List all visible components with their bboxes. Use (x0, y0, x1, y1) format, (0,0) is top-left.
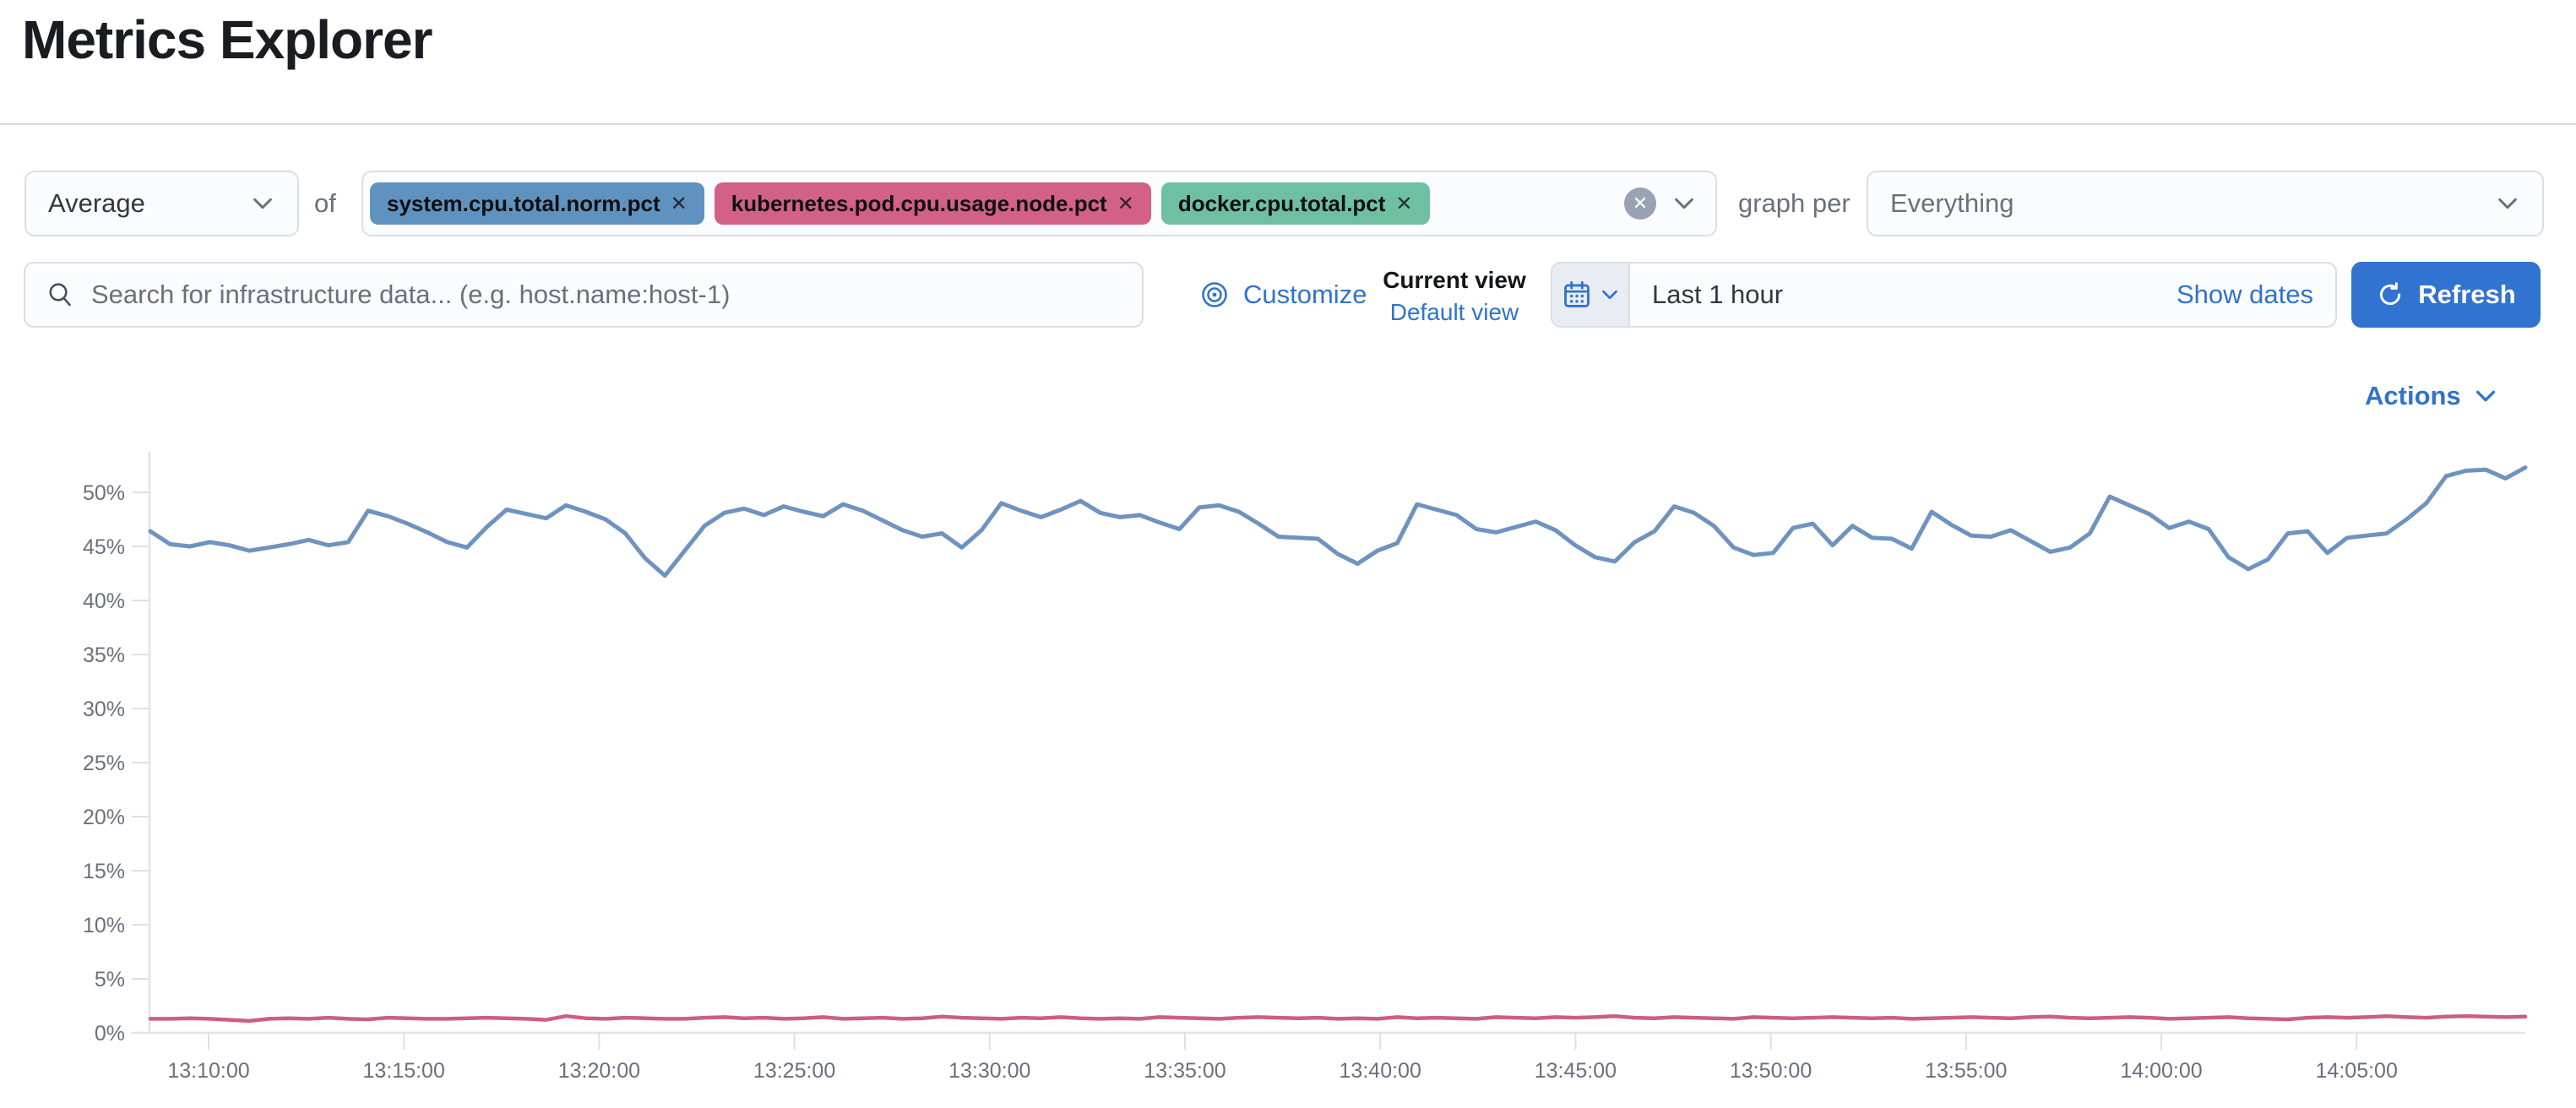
search-input[interactable] (91, 280, 1122, 310)
default-view-link[interactable]: Default view (1389, 299, 1519, 325)
remove-metric-icon[interactable]: ✕ (1395, 192, 1413, 215)
y-tick-label: 50% (83, 481, 125, 505)
header-divider (0, 123, 2576, 125)
metric-badge[interactable]: kubernetes.pod.cpu.usage.node.pct ✕ (714, 182, 1151, 225)
metric-badge-label: system.cpu.total.norm.pct (387, 190, 660, 216)
y-tick-label: 20% (83, 806, 125, 829)
of-label: of (314, 188, 336, 218)
y-tick-label: 0% (95, 1022, 125, 1046)
x-tick-label: 13:25:00 (753, 1059, 835, 1083)
metric-badge-label: kubernetes.pod.cpu.usage.node.pct (731, 190, 1107, 216)
x-tick-label: 13:30:00 (948, 1059, 1030, 1083)
search-icon (49, 283, 71, 307)
refresh-label: Refresh (2418, 280, 2516, 309)
metrics-combo-field[interactable]: system.cpu.total.norm.pct ✕ kubernetes.pod… (361, 171, 1717, 236)
y-tick-label: 35% (83, 644, 125, 667)
refresh-icon (2380, 282, 2401, 306)
chevron-down-icon (2475, 390, 2495, 402)
clear-metrics-icon[interactable]: ✕ (1624, 187, 1656, 220)
actions-menu-button[interactable]: Actions (2365, 378, 2495, 414)
aggregation-value: Average (48, 188, 145, 218)
time-range-value[interactable]: Last 1 hour (1652, 280, 1784, 309)
chevron-down-icon[interactable] (1671, 191, 1697, 216)
group-by-value: Everything (1890, 188, 2014, 218)
x-tick-label: 13:50:00 (1730, 1059, 1812, 1083)
line-chart-canvas: 0% 5% 10% 15% 20% 25% 30% 35% 40% 45% 50% 13:10:00 1… (83, 452, 2528, 1083)
y-tick-label: 10% (83, 914, 125, 937)
group-by-select[interactable]: Everything (1867, 171, 2544, 236)
x-tick-label: 13:20:00 (558, 1059, 640, 1083)
y-tick-label: 45% (83, 535, 125, 559)
x-tick-label: 13:45:00 (1535, 1059, 1617, 1083)
customize-icon (1202, 282, 1227, 307)
metric-badge[interactable]: system.cpu.total.norm.pct ✕ (370, 182, 704, 225)
calendar-icon (1564, 281, 1590, 307)
y-tick-label: 30% (83, 698, 125, 721)
date-picker[interactable]: Last 1 hour Show dates (1551, 262, 2337, 328)
metric-badge[interactable]: docker.cpu.total.pct ✕ (1160, 182, 1430, 225)
page-title: Metrics Explorer (22, 9, 433, 70)
aggregation-select[interactable]: Average (24, 171, 299, 236)
customize-label: Customize (1243, 280, 1367, 309)
x-tick-label: 13:35:00 (1144, 1059, 1226, 1083)
customize-button[interactable]: Customize (1199, 262, 1367, 328)
remove-metric-icon[interactable]: ✕ (1117, 192, 1134, 215)
metrics-chart[interactable]: 0% 5% 10% 15% 20% 25% 30% 35% 40% 45% 50% 13:10:00 1… (0, 363, 2576, 1108)
view-stack: Current view Default view (1370, 258, 1539, 334)
chevron-down-icon (2498, 198, 2517, 209)
chart-series-line (148, 465, 2528, 578)
current-view-label: Current view (1383, 267, 1526, 293)
search-box[interactable] (24, 262, 1144, 328)
refresh-button[interactable]: Refresh (2351, 262, 2541, 328)
metric-badges: system.cpu.total.norm.pct ✕ kubernetes.pod… (370, 182, 1430, 225)
x-tick-label: 13:10:00 (167, 1059, 249, 1083)
actions-label: Actions (2365, 381, 2461, 410)
x-tick-label: 14:05:00 (2316, 1059, 2398, 1083)
y-tick-label: 15% (83, 860, 125, 883)
show-dates-link[interactable]: Show dates (2177, 280, 2313, 309)
y-tick-label: 40% (83, 589, 125, 613)
chevron-down-icon (253, 198, 272, 209)
x-tick-label: 13:55:00 (1925, 1059, 2007, 1083)
graph-per-label: graph per (1738, 188, 1850, 218)
y-tick-label: 25% (83, 752, 125, 775)
x-tick-label: 13:15:00 (363, 1059, 445, 1083)
remove-metric-icon[interactable]: ✕ (670, 192, 687, 215)
y-tick-label: 5% (95, 968, 125, 991)
chart-series-line (148, 1013, 2528, 1024)
calendar-menu-button[interactable] (1552, 263, 1630, 326)
chevron-down-icon (1602, 290, 1617, 300)
x-tick-label: 14:00:00 (2120, 1059, 2202, 1083)
x-tick-label: 13:40:00 (1340, 1059, 1421, 1083)
metric-badge-label: docker.cpu.total.pct (1177, 190, 1386, 216)
